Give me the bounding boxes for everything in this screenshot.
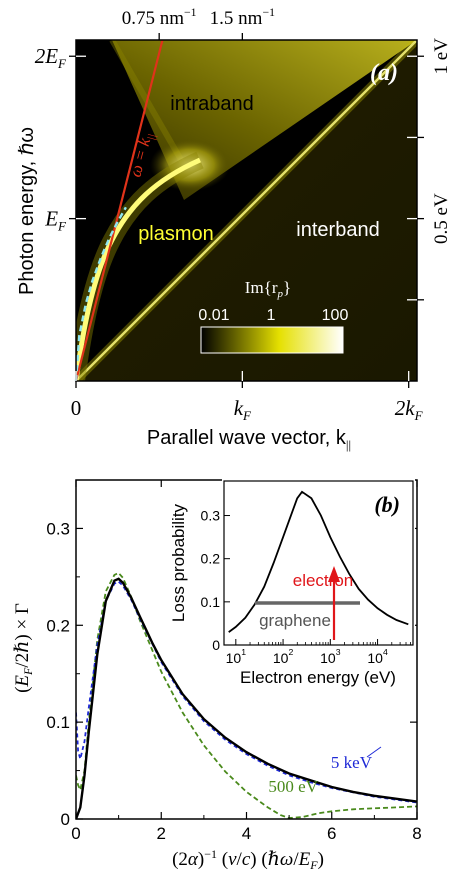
colorbar-tick-label: 100 <box>322 307 349 324</box>
colorbar-gradient <box>200 326 344 354</box>
light-line-path <box>74 39 164 382</box>
inset-y-tick-label: 0.3 <box>201 508 221 524</box>
heatmap-image <box>76 40 417 381</box>
series-line <box>76 571 417 819</box>
x-tick-label: 8 <box>412 824 421 843</box>
inset-x-tick-label: 101 <box>226 647 247 666</box>
y-tick-label: 0.1 <box>46 713 70 732</box>
x-axis-label-a: Parallel wave vector, k|| <box>147 427 351 452</box>
region-label-interband: interband <box>296 219 379 241</box>
y-axis-label-b: (EF/2ℏ) × Γ <box>12 603 35 693</box>
inset-y-tick-label: 0 <box>212 637 220 653</box>
x-tick-label: 0 <box>71 824 80 843</box>
series-label-500ev: 500 eV <box>268 777 318 796</box>
inset-y-axis-label: Loss probability <box>169 503 188 622</box>
panel-label-b: (b) <box>374 492 400 517</box>
light-line <box>74 39 164 382</box>
inset-x-tick-label: 104 <box>367 647 388 666</box>
inset-ticks: 101 102 103 104 0 0.1 0.2 0.3 <box>201 508 411 666</box>
inset-series-line <box>228 490 409 633</box>
panel-label-a: (a) <box>370 60 398 86</box>
x-tick-label: 2 <box>157 824 166 843</box>
colorbar: Im{rp} 0.01 1 100 <box>198 278 349 354</box>
y-tick-label-right: 1 eV <box>431 38 452 75</box>
main-curves <box>76 571 417 819</box>
series-line <box>76 577 417 819</box>
colorbar-tick-label: 1 <box>267 307 276 324</box>
y-tick-label-left: 2EF <box>35 44 67 71</box>
plasmon-dispersion-curve <box>74 206 127 382</box>
y-tick-label: 0 <box>61 810 70 829</box>
series-label-5kev-leader <box>366 746 382 758</box>
inset-x-tick-label: 102 <box>273 647 294 666</box>
plasmon-dispersion-path <box>74 206 127 382</box>
x-tick-label: 4 <box>242 824 251 843</box>
y-tick-label-left: EF <box>44 207 67 234</box>
y-tick-label: 0.3 <box>46 519 70 538</box>
ticks-b: 0 2 4 6 8 0 0.1 0.2 0.3 <box>46 480 422 843</box>
x-tick-label-bottom: kF <box>234 396 252 423</box>
panel-a: 0 kF 2kF 0.75 nm−1 1.5 nm−1 EF 2EF 0.5 eV 1 eV (… <box>16 6 452 452</box>
x-tick-label-bottom: 2kF <box>395 396 424 423</box>
y-tick-label: 0.2 <box>46 616 70 635</box>
plot-frame-a <box>75 39 418 382</box>
colorbar-title: Im{rp} <box>245 278 291 300</box>
inset-frame <box>223 480 414 646</box>
inset-curve <box>228 490 409 633</box>
region-label-plasmon: plasmon <box>138 223 214 245</box>
panel-b: 0 2 4 6 800.10.20.3 500 eV 5 keV 101 102 103 10… <box>12 479 422 872</box>
electron-arrow-head <box>328 566 340 582</box>
inset-x-tick-label: 103 <box>320 647 341 666</box>
inset-y-tick-label: 0.1 <box>201 594 221 610</box>
inset-x-axis-label: Electron energy (eV) <box>240 668 396 687</box>
x-axis-label-b: (2α)−1 (v/c) (ℏω/EF) <box>172 847 324 872</box>
colorbar-tick-label: 0.01 <box>198 307 229 324</box>
x-tick-label-top: 0.75 nm−1 <box>122 6 197 29</box>
inset-label-graphene: graphene <box>259 611 331 630</box>
region-label-intraband: intraband <box>170 93 253 115</box>
series-label-5kev: 5 keV <box>331 753 373 772</box>
y-tick-label-right: 0.5 eV <box>431 193 452 244</box>
inset: 101 102 103 104 0 0.1 0.2 0.3 (b) electron grap… <box>169 479 415 687</box>
x-tick-label-top: 1.5 nm−1 <box>210 6 275 29</box>
y-axis-label-a: Photon energy, ℏω <box>16 127 38 295</box>
inset-label-electron: electron <box>293 571 353 590</box>
x-tick-label-bottom: 0 <box>71 396 82 420</box>
inset-y-tick-label: 0.2 <box>201 551 221 567</box>
x-tick-label: 6 <box>327 824 336 843</box>
ticks-a: 0 kF 2kF 0.75 nm−1 1.5 nm−1 EF 2EF 0.5 eV 1 eV <box>35 6 452 423</box>
